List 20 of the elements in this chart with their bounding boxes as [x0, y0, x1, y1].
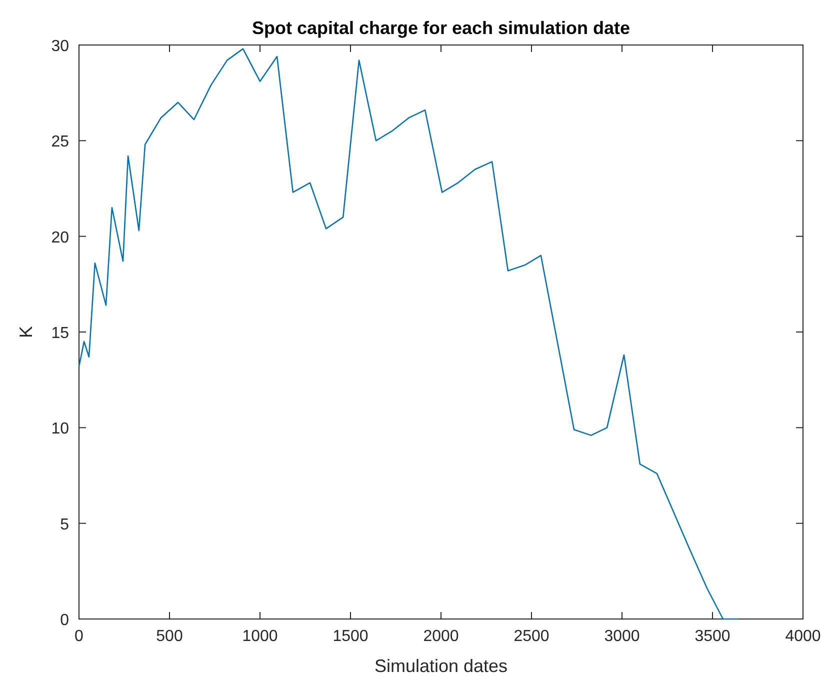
y-tick-label: 10: [51, 420, 70, 438]
x-tick-label: 2000: [423, 628, 459, 645]
y-tick-label: 20: [51, 229, 70, 246]
x-tick-label: 1500: [332, 628, 368, 645]
x-tick-label: 4000: [785, 628, 821, 645]
x-tick-label: 2500: [514, 628, 550, 645]
chart-title: Spot capital charge for each simulation date: [252, 18, 630, 38]
y-tick-label: 5: [60, 516, 70, 534]
x-tick-label: 3500: [694, 628, 730, 645]
x-axis-title: Simulation dates: [374, 656, 508, 676]
y-tick-label: 0: [60, 612, 70, 629]
x-tick-label: 0: [74, 628, 84, 645]
y-tick-label: 15: [51, 325, 70, 342]
line-series: [78, 48, 739, 620]
x-tick-label: 3000: [604, 628, 640, 645]
y-tick-label: 30: [51, 38, 70, 55]
y-axis-title: K: [16, 326, 36, 338]
y-tick-label: 25: [51, 134, 70, 151]
x-tick-label: 1000: [242, 628, 278, 645]
x-tick-label: 500: [156, 628, 183, 645]
